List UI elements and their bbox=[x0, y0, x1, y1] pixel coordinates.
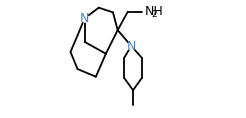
Text: N: N bbox=[127, 40, 136, 53]
Text: 2: 2 bbox=[151, 10, 157, 19]
Circle shape bbox=[127, 42, 135, 50]
Text: NH: NH bbox=[145, 5, 164, 18]
Text: N: N bbox=[80, 12, 89, 25]
Circle shape bbox=[81, 15, 88, 22]
